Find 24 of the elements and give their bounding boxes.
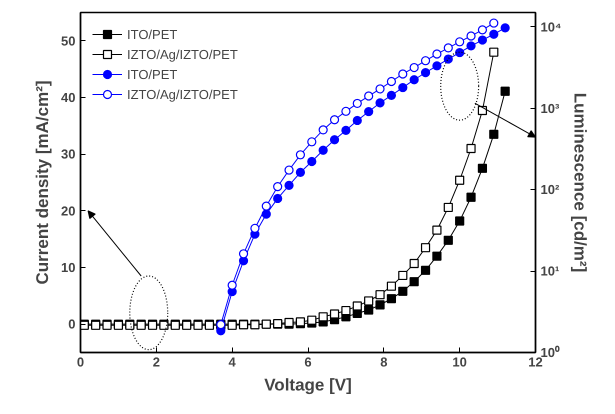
y2-tick-label: 10⁴	[540, 19, 562, 34]
y2-tick-label: 10³	[540, 100, 560, 116]
y2-axis-title: Luminescence [cd/m²]	[570, 92, 590, 272]
x-tick-label: 10	[452, 354, 467, 370]
legend-label: ITO/PET	[127, 26, 178, 42]
y2-tick-label: 10¹	[540, 264, 560, 279]
legend-label: IZTO/Ag/IZTO/PET	[127, 46, 238, 62]
x-tick-label: 12	[528, 354, 543, 370]
x-axis-title: Voltage [V]	[264, 376, 352, 394]
y-tick-label: 0	[68, 316, 76, 332]
y-tick-label: 40	[61, 90, 76, 105]
y-tick-label: 30	[61, 146, 76, 162]
x-tick-label: 8	[380, 354, 388, 370]
y2-tick-label: 10²	[540, 182, 560, 198]
y2-tick-label: 10⁰	[540, 345, 560, 360]
y-axis-title: Current density [mA/cm²]	[33, 80, 52, 285]
x-tick-label: 6	[304, 354, 312, 370]
y-tick-label: 10	[61, 260, 76, 275]
legend-label: ITO/PET	[127, 66, 178, 82]
x-tick-label: 2	[152, 354, 160, 370]
y-tick-label: 20	[61, 203, 76, 218]
y-tick-label: 50	[61, 33, 76, 48]
x-tick-label: 4	[228, 354, 237, 370]
legend-label: IZTO/Ag/IZTO/PET	[127, 86, 238, 102]
